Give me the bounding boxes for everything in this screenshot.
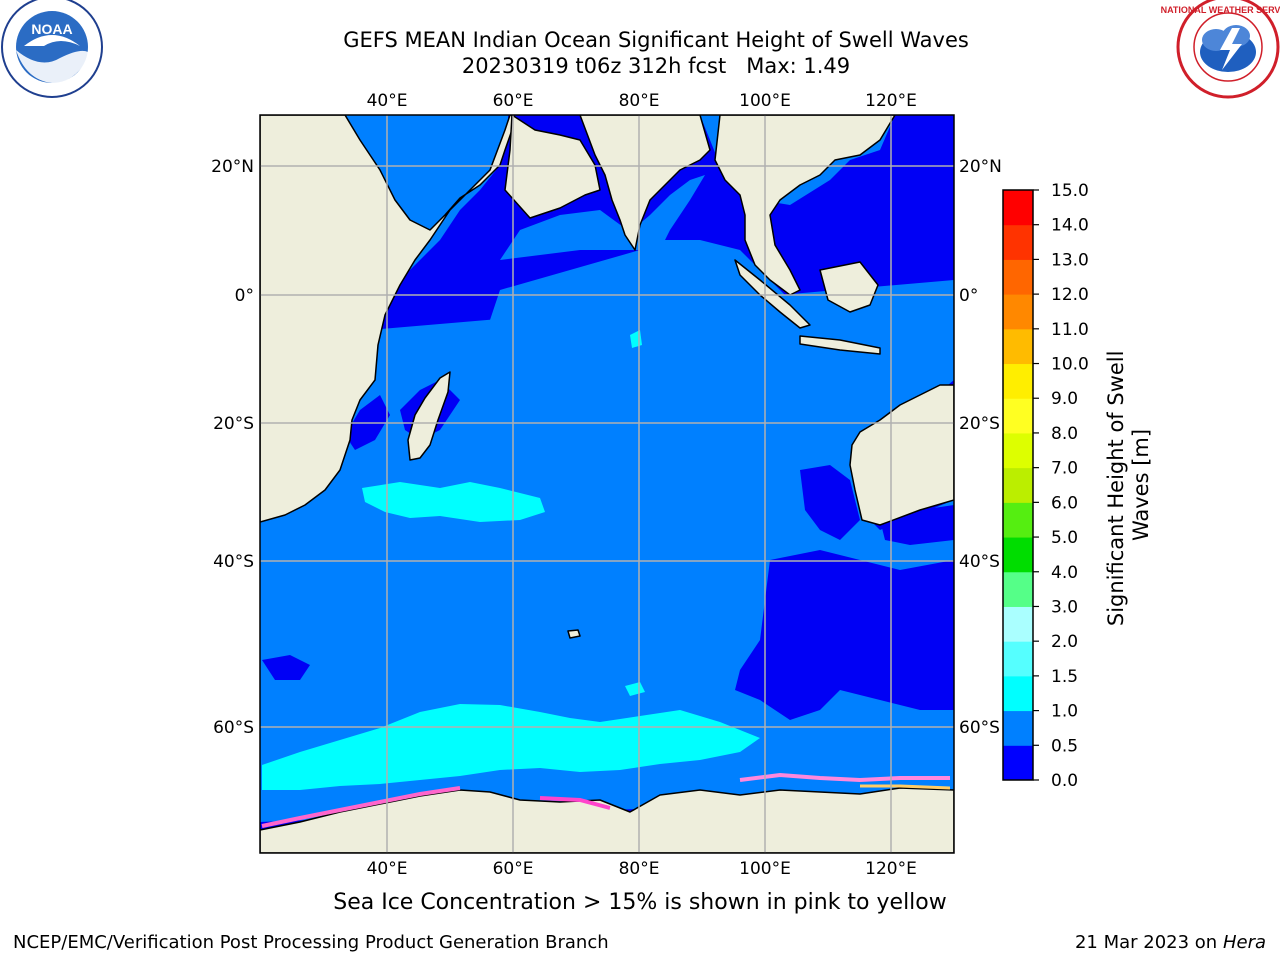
colorbar-label-line1: Significant Height of Swell <box>1104 351 1128 627</box>
colorbar-tick-label: 15.0 <box>1051 181 1089 201</box>
colorbar-tick-label: 7.0 <box>1051 459 1078 479</box>
india-land <box>579 115 711 251</box>
colorbar-band <box>1003 502 1033 538</box>
colorbar-tick-label: 0.5 <box>1051 736 1078 756</box>
sumatra-land <box>734 259 811 329</box>
nws-logo-icon: NATIONAL WEATHER SERVICE <box>1161 0 1280 99</box>
colorbar-label-line2: Waves [m] <box>1129 429 1153 541</box>
lat-tick-left: 20°S <box>213 414 254 434</box>
chart-title: GEFS MEAN Indian Ocean Significant Heigh… <box>343 28 969 52</box>
colorbar-band <box>1003 710 1033 746</box>
colorbar-band <box>1003 641 1033 677</box>
lon-tick-bottom: 80°E <box>619 859 660 879</box>
colorbar-band <box>1003 745 1033 781</box>
colorbar-tick-label: 1.5 <box>1051 667 1078 687</box>
colorbar-tick-label: 13.0 <box>1051 250 1089 270</box>
lon-labels-bottom: 40°E 60°E 80°E 100°E 120°E <box>367 859 917 879</box>
colorbar-tick-label: 10.0 <box>1051 355 1089 375</box>
forecast-date: 20230319 t06z 312h fcst <box>461 54 727 78</box>
colorbar-tick-label: 3.0 <box>1051 597 1078 617</box>
colorbar-tick-label: 2.0 <box>1051 632 1078 652</box>
sea-ice-caption: Sea Ice Concentration > 15% is shown in … <box>333 890 947 915</box>
footer-date-text: 21 Mar 2023 <box>1074 932 1190 953</box>
colorbar-tick-label: 9.0 <box>1051 389 1078 409</box>
noaa-logo-text: NOAA <box>31 21 72 37</box>
footer-host: Hera <box>1222 932 1266 953</box>
map-area <box>260 115 954 853</box>
chart-subtitle: 20230319 t06z 312h fcst Max: 1.49 <box>200 53 1112 79</box>
max-value: Max: 1.49 <box>746 54 851 78</box>
map-frame <box>259 114 955 854</box>
nws-logo-text: NATIONAL WEATHER SERVICE <box>1161 5 1280 15</box>
lat-tick-right: 40°S <box>959 552 1000 572</box>
noaa-logo-icon: NOAA <box>1 0 103 98</box>
lat-tick-left: 20°N <box>211 157 254 177</box>
colorbar-band <box>1003 467 1033 503</box>
lon-tick-bottom: 40°E <box>367 859 408 879</box>
colorbar-band <box>1003 259 1033 295</box>
lon-tick-top: 60°E <box>493 91 534 111</box>
gridlines <box>260 115 954 853</box>
colorbar-band <box>1003 537 1033 573</box>
colorbar-label: Significant Height of Swell Waves [m] <box>1104 344 1153 626</box>
lon-labels-top: 40°E 60°E 80°E 100°E 120°E <box>367 91 917 111</box>
footer-on-word: on <box>1194 932 1218 953</box>
colorbar-band <box>1003 606 1033 642</box>
sea-ice-regions <box>261 772 951 828</box>
colorbar-band <box>1003 363 1033 399</box>
southeast-asia-land <box>714 115 896 296</box>
colorbar-band <box>1003 432 1033 469</box>
lon-tick-bottom: 60°E <box>493 859 534 879</box>
colorbar-tick-label: 5.0 <box>1051 528 1078 548</box>
java-land <box>799 335 881 355</box>
lon-tick-top: 100°E <box>739 91 791 111</box>
colorbar-band <box>1003 294 1033 330</box>
colorbar-tick-label: 8.0 <box>1051 424 1078 444</box>
lon-tick-top: 40°E <box>367 91 408 111</box>
colorbar-tick-label: 11.0 <box>1051 320 1089 340</box>
lat-tick-right: 20°N <box>959 157 1002 177</box>
colorbar-tick-label: 0.0 <box>1051 771 1078 791</box>
colorbar-band <box>1003 190 1033 226</box>
colorbar-tick-label: 14.0 <box>1051 216 1089 236</box>
colorbar: 15.0 14.0 13.0 12.0 11.0 10.0 9.0 8.0 7.0 6.0 5.0 4… <box>1002 181 1089 791</box>
lat-tick-left: 60°S <box>213 718 254 738</box>
colorbar-band <box>1003 675 1033 712</box>
colorbar-band <box>1003 328 1033 365</box>
lon-tick-bottom: 100°E <box>739 859 791 879</box>
lon-tick-bottom: 120°E <box>865 859 917 879</box>
footer-credit: NCEP/EMC/Verification Post Processing Pr… <box>13 932 609 953</box>
lat-tick-right: 0° <box>959 286 978 306</box>
colorbar-band <box>1003 571 1033 607</box>
kerguelen-island <box>567 629 581 639</box>
colorbar-tick-label: 12.0 <box>1051 285 1089 305</box>
lat-tick-left: 0° <box>235 286 254 306</box>
borneo-land <box>819 261 879 313</box>
lon-tick-top: 80°E <box>619 91 660 111</box>
lat-tick-right: 20°S <box>959 414 1000 434</box>
colorbar-band <box>1003 224 1033 260</box>
colorbar-tick-label: 1.0 <box>1051 702 1078 722</box>
lat-tick-left: 40°S <box>213 552 254 572</box>
lon-tick-top: 120°E <box>865 91 917 111</box>
land-masses <box>260 115 954 853</box>
lat-labels-left: 20°N 0° 20°S 40°S 60°S <box>211 157 254 738</box>
colorbar-tick-label: 4.0 <box>1051 563 1078 583</box>
africa-land <box>260 115 513 523</box>
footer-date: 21 Mar 2023 on Hera <box>1075 932 1266 953</box>
australia-land <box>849 384 954 526</box>
lat-labels-right: 20°N 0° 20°S 40°S 60°S <box>959 157 1002 738</box>
madagascar-land <box>407 371 451 461</box>
colorbar-tick-label: 6.0 <box>1051 493 1078 513</box>
colorbar-frame <box>1002 189 1034 781</box>
lat-tick-right: 60°S <box>959 718 1000 738</box>
colorbar-band <box>1003 398 1033 434</box>
